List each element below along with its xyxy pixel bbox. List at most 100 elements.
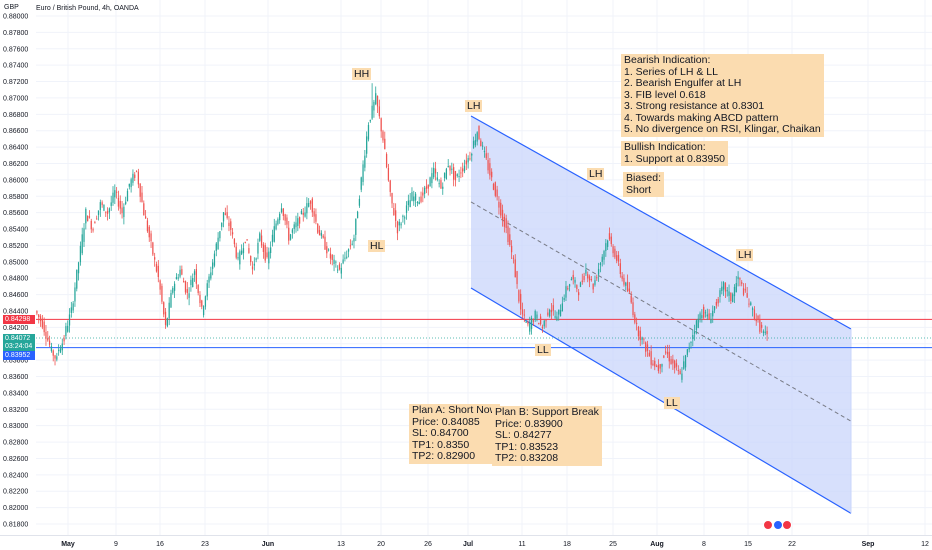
candle-body xyxy=(340,267,342,274)
candle-body xyxy=(188,293,190,298)
candle-body xyxy=(509,234,511,245)
candle-body xyxy=(594,280,596,285)
candle-body xyxy=(607,240,609,247)
candle-body xyxy=(579,282,582,287)
candle-body xyxy=(587,274,589,279)
candle-body xyxy=(65,326,67,337)
candle-body xyxy=(110,202,112,206)
candle-body xyxy=(626,281,629,291)
candle-body xyxy=(438,183,440,185)
candle-body xyxy=(389,180,391,192)
candle-body xyxy=(173,283,176,291)
plan-b-note[interactable]: Plan B: Support Break Price: 0.83900 SL:… xyxy=(492,406,602,466)
candle-body xyxy=(373,101,375,111)
candle-body xyxy=(362,164,364,182)
candle-body xyxy=(309,201,312,204)
descending-channel[interactable] xyxy=(470,115,852,514)
candle-body xyxy=(181,269,183,275)
label-hl[interactable]: HL xyxy=(368,240,386,252)
candle-body xyxy=(199,294,201,304)
candle-body xyxy=(578,292,580,296)
candle-body xyxy=(128,183,130,187)
candle-body xyxy=(291,229,294,233)
candle-body xyxy=(192,278,194,288)
y-tick-label: 0.84200 xyxy=(3,325,28,332)
channel-upper-line xyxy=(470,115,852,330)
candle-body xyxy=(583,275,585,281)
candle-body xyxy=(47,338,49,341)
candle-body xyxy=(139,183,141,197)
candle-body xyxy=(202,306,205,316)
candle-body xyxy=(739,278,741,280)
label-lh-1[interactable]: LH xyxy=(465,100,483,112)
candle-body xyxy=(474,139,477,146)
candle-body xyxy=(123,206,125,218)
candle-body xyxy=(367,125,370,140)
candle-body xyxy=(766,330,768,335)
candle-body xyxy=(728,291,730,296)
candle-body xyxy=(115,191,118,193)
horizontal-levels[interactable] xyxy=(36,318,932,349)
label-lh-2[interactable]: LH xyxy=(587,168,605,180)
candle-body xyxy=(375,93,377,105)
label-lh-3[interactable]: LH xyxy=(736,249,754,261)
candle-body xyxy=(302,212,304,215)
candle-body xyxy=(561,303,563,312)
candle-body xyxy=(152,242,154,255)
candle-body xyxy=(451,168,453,170)
candle-body xyxy=(395,210,397,221)
candle-body xyxy=(295,222,297,228)
candle-body xyxy=(750,302,752,306)
candle-body xyxy=(105,211,107,213)
candle-body xyxy=(226,212,228,218)
candle-body xyxy=(494,182,496,196)
candle-body xyxy=(505,218,507,228)
candle-body xyxy=(184,281,187,293)
candle-body xyxy=(648,352,650,357)
candle-body xyxy=(230,221,232,230)
candle-body xyxy=(74,287,76,302)
y-tick-label: 0.83200 xyxy=(3,407,28,414)
candle-body xyxy=(179,269,181,277)
candle-body xyxy=(420,196,422,202)
candle-body xyxy=(355,218,357,235)
candle-body xyxy=(434,168,437,174)
label-ll-2[interactable]: LL xyxy=(664,397,680,409)
label-ll-1[interactable]: LL xyxy=(535,344,551,356)
biased-note[interactable]: Biased: Short xyxy=(623,172,665,197)
candle-body xyxy=(741,282,743,284)
candle-body xyxy=(41,318,43,328)
y-axis: 0.88000 0.87800 0.87600 0.87400 0.87200 0.870… xyxy=(3,14,28,529)
candle-body xyxy=(215,243,217,251)
y-tick-label: 0.82200 xyxy=(3,489,28,496)
candle-body xyxy=(480,140,482,147)
candle-body xyxy=(195,269,197,284)
candle-body xyxy=(456,174,458,176)
candle-body xyxy=(85,209,87,224)
candle-body xyxy=(550,309,553,313)
candle-body xyxy=(306,203,308,214)
candle-body xyxy=(206,283,208,297)
candle-body xyxy=(483,150,486,153)
candle-body xyxy=(637,326,640,337)
y-tick-label: 0.85000 xyxy=(3,259,28,266)
candle-body xyxy=(525,321,527,323)
plan-a-note[interactable]: Plan A: Short Now Price: 0.84085 SL: 0.8… xyxy=(409,404,501,464)
candle-body xyxy=(762,331,765,334)
candle-body xyxy=(706,314,708,317)
candle-body xyxy=(650,351,652,365)
candle-body xyxy=(326,246,328,254)
candle-body xyxy=(733,286,736,297)
candle-body xyxy=(623,277,625,285)
candle-body xyxy=(413,196,415,202)
y-tick-label: 0.83000 xyxy=(3,423,28,430)
candle-body xyxy=(271,234,274,243)
candle-body xyxy=(387,167,390,181)
candle-body xyxy=(404,217,406,219)
bearish-indication-note[interactable]: Bearish Indication: 1. Series of LH & LL… xyxy=(621,54,824,137)
candle-body xyxy=(168,302,170,319)
bullish-indication-note[interactable]: Bullish Indication: 1. Support at 0.8395… xyxy=(621,141,728,166)
candle-body xyxy=(400,223,402,226)
label-hh[interactable]: HH xyxy=(352,68,372,80)
